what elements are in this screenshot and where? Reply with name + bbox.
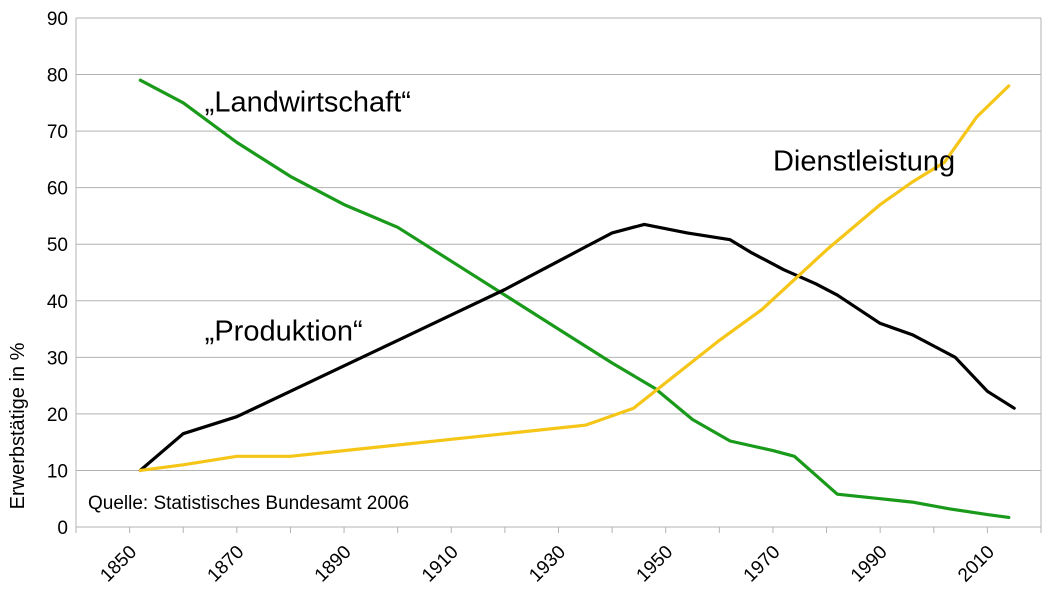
- y-tick-labels: 0 10 20 30 40 50 60 70 80 90: [47, 9, 68, 539]
- x-tick-label: 2010: [954, 542, 999, 587]
- y-tick-label: 80: [47, 66, 68, 87]
- y-tick-label: 0: [57, 518, 68, 539]
- x-tick-label: 1890: [311, 542, 356, 587]
- series-annotation-1: Dienstleistung: [773, 146, 955, 178]
- series-line-2: [138, 84, 1011, 472]
- axes: [75, 18, 1042, 533]
- series-annotation-0: „Landwirtschaft“: [205, 86, 411, 118]
- x-tick-labels: 1850 1870 1890 1910 1930 1950 1970 1990 2010: [96, 542, 999, 587]
- x-tick-label: 1950: [633, 542, 678, 587]
- y-tick-label: 40: [47, 292, 68, 313]
- source-note: Quelle: Statistisches Bundesamt 2006: [88, 493, 409, 514]
- x-tick-label: 1990: [847, 542, 892, 587]
- x-tick-label: 1930: [525, 542, 570, 587]
- y-tick-label: 70: [47, 122, 68, 143]
- series-line-0: [138, 78, 1011, 520]
- y-tick-label: 50: [47, 235, 68, 256]
- series-line-1: [138, 222, 1016, 472]
- x-tick-label: 1970: [740, 542, 785, 587]
- annotations: „Landwirtschaft“ Dienstleistung „Produktio…: [205, 86, 955, 347]
- y-tick-label: 20: [47, 405, 68, 426]
- series-annotation-2: „Produktion“: [205, 315, 363, 347]
- x-tick-label: 1870: [204, 542, 249, 587]
- y-axis-label: Erwerbstätige in %: [7, 342, 29, 509]
- y-tick-label: 90: [47, 9, 68, 30]
- y-tick-label: 30: [47, 348, 68, 369]
- y-tick-label: 60: [47, 179, 68, 200]
- series-lines: [138, 78, 1016, 520]
- x-tick-label: 1910: [418, 542, 463, 587]
- x-tick-label: 1850: [96, 542, 141, 587]
- y-tick-label: 10: [47, 461, 68, 482]
- gridlines: [76, 17, 1041, 471]
